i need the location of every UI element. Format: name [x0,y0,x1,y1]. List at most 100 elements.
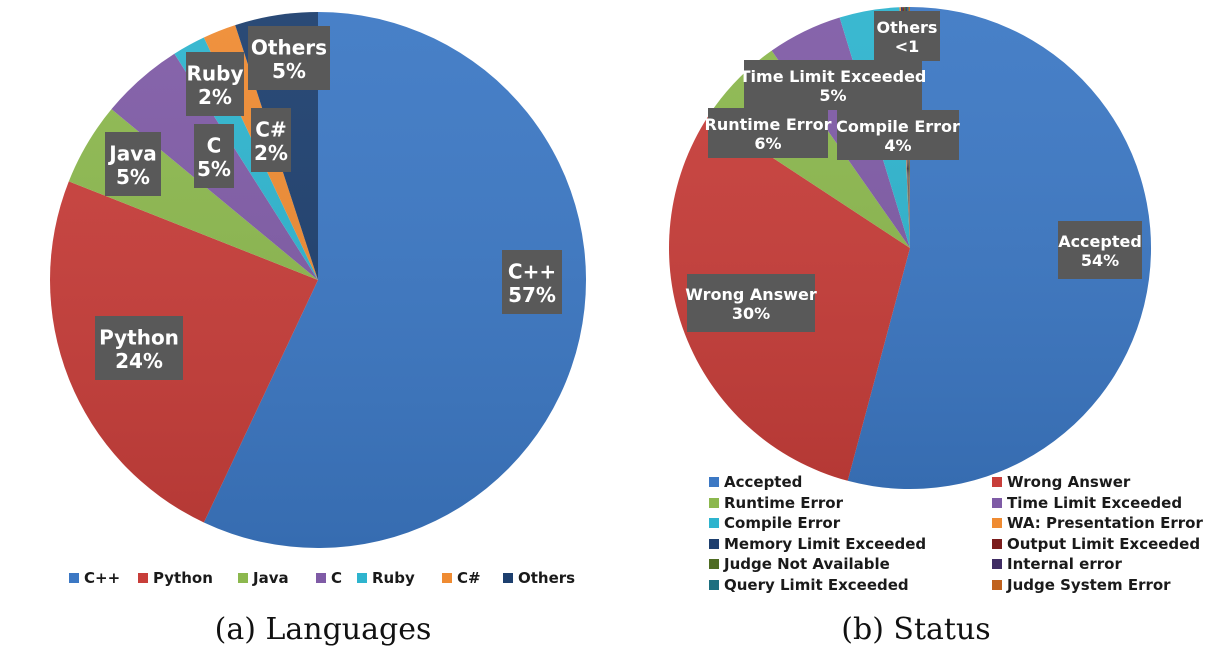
legend-item-c: C++ [69,569,120,587]
pie-shading [50,12,586,548]
data-label-value: 6% [754,134,781,153]
legend-item-ruby: Ruby [357,569,415,587]
data-label-category: Compile Error [836,117,960,136]
legend-label: Time Limit Exceeded [1007,494,1182,512]
legend-item-time-limit-exceeded: Time Limit Exceeded [992,494,1182,512]
data-label-box [708,108,828,158]
data-label-category: Python [99,325,179,349]
data-label-value: 57% [508,283,556,307]
data-label-c: C++57% [502,250,562,314]
legend-swatch [992,518,1002,528]
legend-item-internal-error: Internal error [992,555,1122,573]
legend-swatch [357,573,367,583]
legend-item-java: Java [238,569,289,587]
data-label-value: 2% [254,141,288,165]
data-label-box [105,132,161,196]
data-label-box [744,60,922,110]
data-label-value: <1 [895,37,920,56]
legend-label: Java [252,569,289,587]
legend-label: Ruby [372,569,415,587]
legend-swatch [709,539,719,549]
legend-item-others: Others [503,569,575,587]
legend-swatch [709,498,719,508]
data-label-value: 30% [732,304,770,323]
legend-item-memory-limit-exceeded: Memory Limit Exceeded [709,535,926,553]
data-label-value: 4% [884,136,911,155]
legend-item-c: C# [442,569,481,587]
legend-swatch [992,477,1002,487]
legend-label: Wrong Answer [1007,473,1131,491]
data-label-category: Ruby [187,61,244,85]
data-label-box [251,108,291,172]
data-label-box [502,250,562,314]
data-label-category: C# [255,117,286,141]
legend-swatch [503,573,513,583]
legend-swatch [709,518,719,528]
legend-label: C# [457,569,481,587]
legend-swatch [709,559,719,569]
data-label-box [186,52,244,116]
data-label-box [874,11,940,61]
legend-item-judge-system-error: Judge System Error [992,576,1171,594]
data-label-value: 5% [272,59,306,83]
data-label-box [194,124,234,188]
caption-languages: (a) Languages [215,612,432,647]
legend-swatch [992,559,1002,569]
legend-swatch [992,498,1002,508]
data-label-box [687,274,815,332]
data-label-value: 54% [1081,251,1119,270]
caption-status: (b) Status [841,612,990,647]
languages-pie-chart: C++57%Python24%Java5%C5%Ruby2%C#2%Others… [50,12,587,587]
data-label-category: Accepted [1058,232,1142,251]
legend-label: Query Limit Exceeded [724,576,909,594]
data-label-category: Java [107,141,156,165]
legend-label: C++ [84,569,120,587]
data-label-category: Others [877,18,938,37]
data-label-value: 5% [116,165,150,189]
legend-item-query-limit-exceeded: Query Limit Exceeded [709,576,909,594]
legend-swatch [442,573,452,583]
legend-swatch [138,573,148,583]
legend-label: Compile Error [724,514,841,532]
legend-label: Judge Not Available [723,555,890,573]
legend-swatch [316,573,326,583]
data-label-category: Time Limit Exceeded [740,67,927,86]
data-label-category: Wrong Answer [685,285,817,304]
legend-label: Memory Limit Exceeded [724,535,926,553]
data-label-c: C5% [194,124,234,188]
legend-label: C [331,569,342,587]
data-label-value: 2% [198,85,232,109]
legend-label: Judge System Error [1006,576,1171,594]
legend-item-judge-not-available: Judge Not Available [709,555,890,573]
legend-item-runtime-error: Runtime Error [709,494,844,512]
legend-swatch [992,580,1002,590]
legend-item-accepted: Accepted [709,473,802,491]
legend-item-c: C [316,569,342,587]
data-label-category: Runtime Error [705,115,832,134]
data-label-value: 24% [115,349,163,373]
data-label-box [248,26,330,90]
legend-item-compile-error: Compile Error [709,514,841,532]
data-label-others: Others<1 [874,11,940,61]
legend-label: Others [518,569,575,587]
data-label-box [95,316,183,380]
legend-swatch [992,539,1002,549]
legend-label: Output Limit Exceeded [1007,535,1200,553]
legend-swatch [709,477,719,487]
data-label-box [837,110,959,160]
data-label-category: C++ [508,259,556,283]
legend-label: Python [153,569,213,587]
legend-swatch [69,573,79,583]
legend-label: Runtime Error [724,494,844,512]
legend-item-output-limit-exceeded: Output Limit Exceeded [992,535,1200,553]
